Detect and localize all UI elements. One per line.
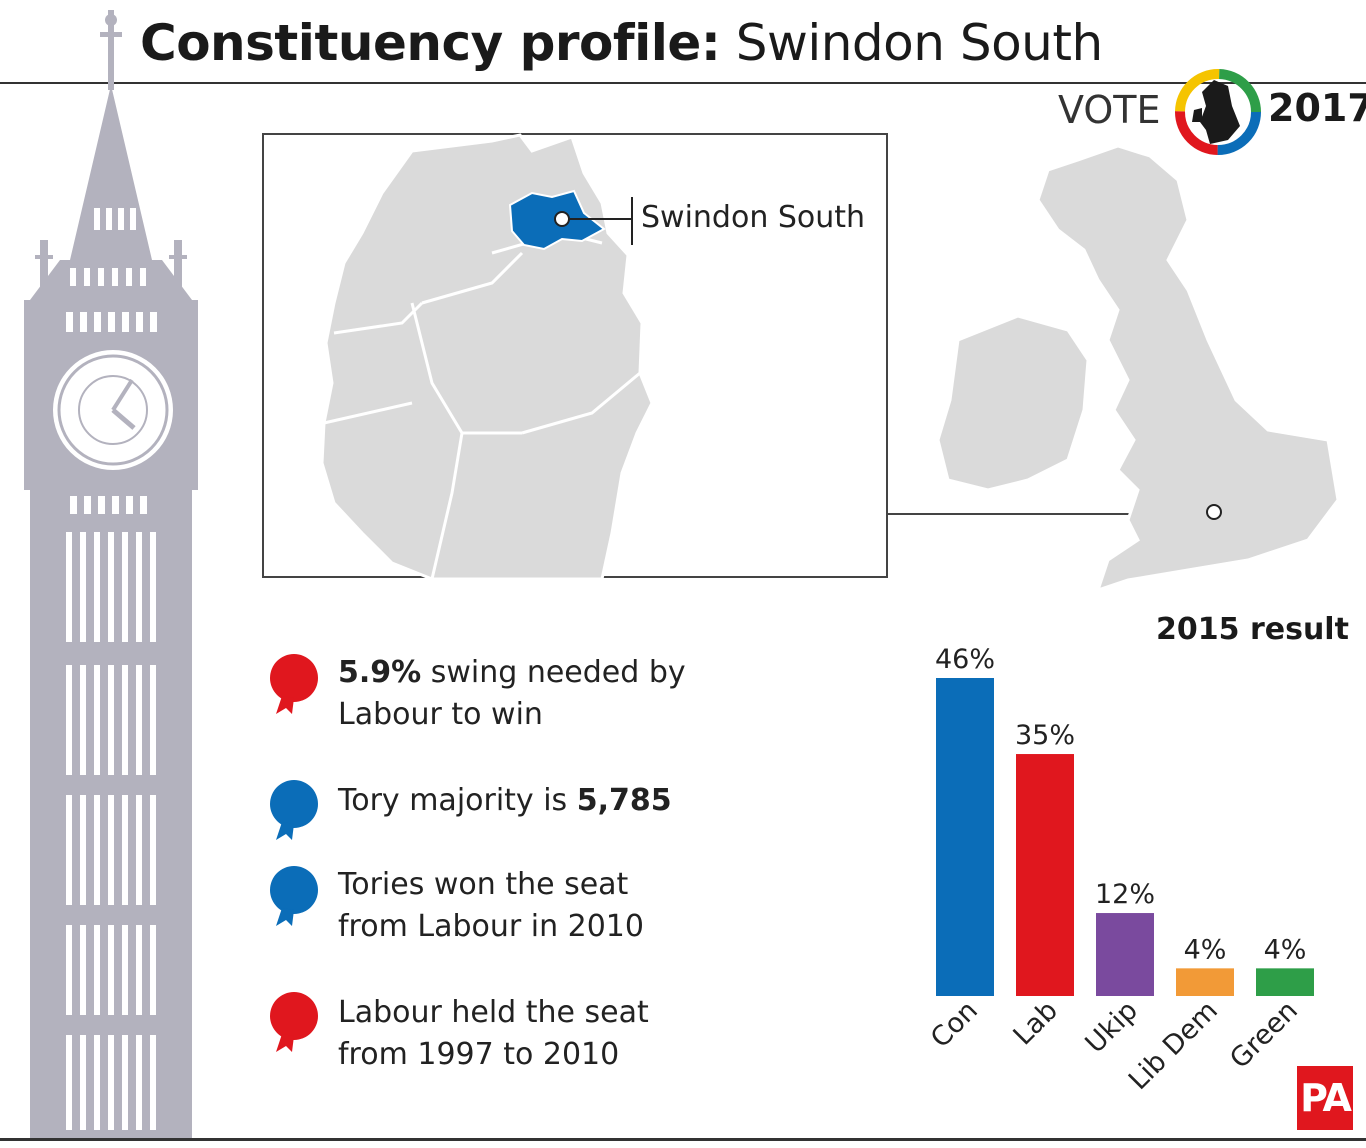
data-label: 12% (1095, 879, 1155, 910)
title-bold: Constituency profile: (140, 14, 721, 72)
vote-2017-logo-icon (1175, 69, 1261, 155)
data-label: 4% (1264, 934, 1307, 965)
vote-label: VOTE (1058, 88, 1161, 132)
chart-title: 2015 result (1156, 612, 1349, 647)
bar-lib-dem (1176, 968, 1234, 996)
fact-majority-text: Tory majority is (338, 783, 577, 818)
uk-locator-map (888, 144, 1340, 593)
fact-swing-value: 5.9% (338, 655, 422, 690)
conservative-rosette-icon (270, 866, 318, 926)
bar-lab (1016, 754, 1074, 996)
fact-held-seat: Labour held the seat from 1997 to 2010 (338, 995, 649, 1072)
header-divider (0, 82, 1366, 84)
fact-majority-value: 5,785 (576, 783, 672, 818)
data-label: 46% (935, 644, 995, 675)
category-label: Ukip (1080, 995, 1144, 1059)
title-constituency: Swindon South (720, 14, 1103, 72)
result-bar-chart: 46% Con 35% Lab 12% Ukip 4% Lib Dem 4% Green (925, 644, 1314, 1096)
page-title: Constituency profile: Swindon South (140, 14, 1103, 72)
big-ben-illustration (24, 10, 198, 1140)
bar-ukip (1096, 913, 1154, 996)
vote-year: 2017 (1268, 86, 1366, 130)
conservative-rosette-icon (270, 780, 318, 840)
footer-divider (0, 1138, 1366, 1141)
category-label: Lab (1008, 995, 1064, 1051)
data-label: 4% (1184, 934, 1227, 965)
fact-majority: Tory majority is 5,785 (338, 780, 758, 822)
fact-won-seat: Tories won the seat from Labour in 2010 (338, 867, 644, 944)
category-label: Con (925, 995, 984, 1054)
inset-region-map (262, 133, 888, 579)
category-label: Green (1224, 995, 1304, 1075)
constituency-map-label: Swindon South (641, 200, 866, 235)
data-label: 35% (1015, 720, 1075, 751)
labour-rosette-icon (270, 992, 318, 1052)
fact-swing-text: swing needed by Labour to win (338, 655, 686, 732)
category-label: Lib Dem (1123, 995, 1224, 1096)
bar-con (936, 678, 994, 996)
labour-rosette-icon (270, 654, 318, 714)
fact-swing: 5.9% swing needed by Labour to win (338, 652, 758, 736)
pa-logo: PA (1297, 1066, 1353, 1130)
bar-green (1256, 968, 1314, 996)
